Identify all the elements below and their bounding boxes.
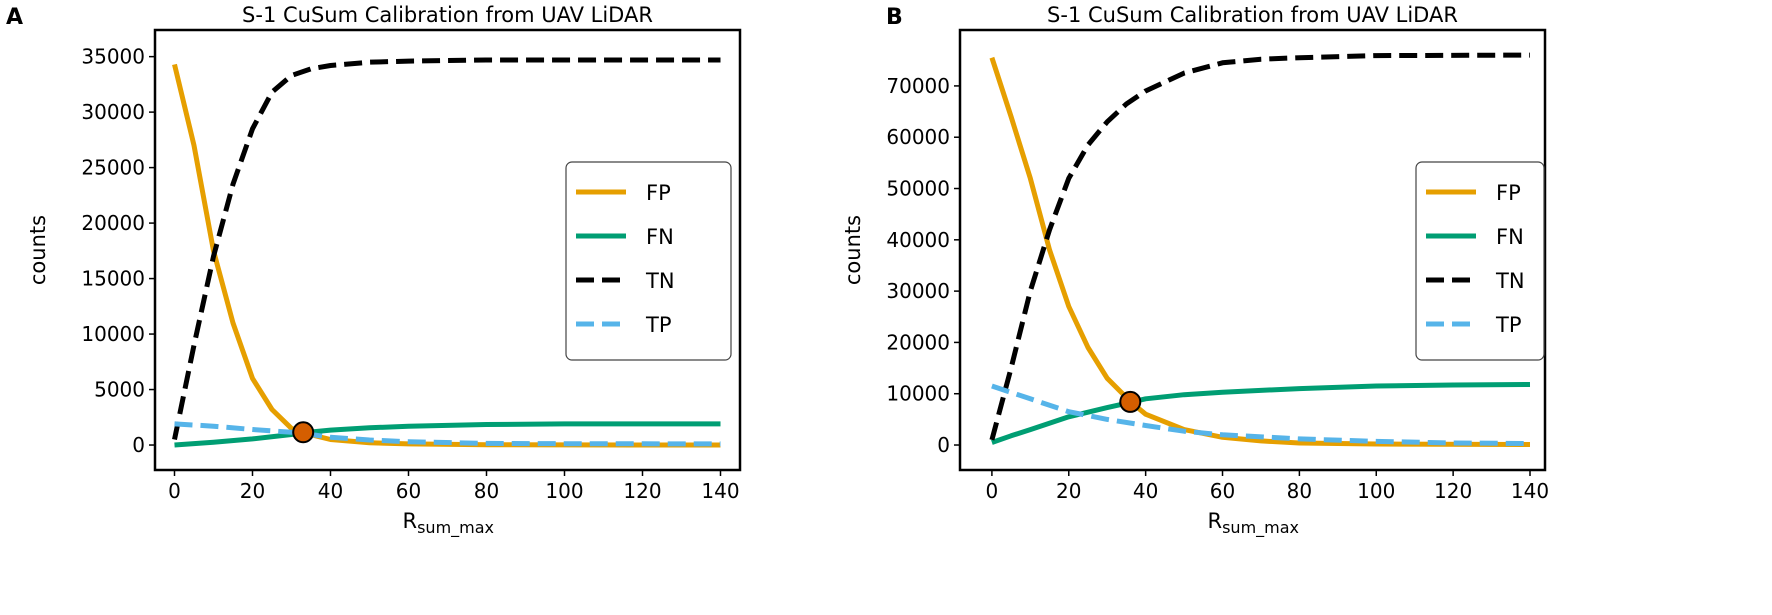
y-tick-label: 35000 — [81, 45, 145, 69]
x-tick-label: 80 — [474, 479, 499, 503]
legend-label-fp: FP — [1496, 181, 1521, 205]
x-tick-label: 120 — [623, 479, 661, 503]
axes-frame — [153, 28, 742, 472]
series-line-tp — [991, 383, 1531, 446]
x-tick-label: 20 — [1056, 479, 1081, 503]
y-tick-label: 60000 — [886, 125, 950, 149]
x-axis-label-main: R — [1208, 509, 1223, 533]
y-tick-label: 70000 — [886, 74, 950, 98]
x-tick-label: 60 — [1210, 479, 1235, 503]
x-tick-label: 0 — [986, 479, 999, 503]
optimum-marker — [292, 421, 315, 444]
x-tick-label: 100 — [545, 479, 583, 503]
panel-label: A — [6, 5, 23, 30]
y-tick-label: 25000 — [81, 156, 145, 180]
legend-label-tn: TN — [1495, 269, 1525, 293]
optimum-marker — [1119, 390, 1142, 413]
x-tick-label: 40 — [1133, 479, 1158, 503]
legend-label-tp: TP — [1495, 313, 1522, 337]
panel-label: B — [886, 5, 903, 30]
y-tick-label: 20000 — [81, 211, 145, 235]
plot-area — [172, 57, 721, 448]
y-tick-label: 0 — [132, 433, 145, 457]
y-tick-label: 10000 — [886, 382, 950, 406]
x-axis-label-sub: sum_max — [417, 518, 494, 538]
x-axis-label: Rsum_max — [403, 509, 495, 538]
x-tick-label: 80 — [1287, 479, 1312, 503]
legend-label-fn: FN — [1496, 225, 1524, 249]
x-tick-label: 20 — [240, 479, 265, 503]
legend-frame — [1415, 161, 1545, 361]
axes-frame — [958, 28, 1547, 472]
series-line-fn — [991, 382, 1531, 445]
y-tick-label: 5000 — [94, 378, 145, 402]
y-tick-label: 30000 — [81, 100, 145, 124]
y-axis-label: counts — [841, 215, 865, 285]
legend: FP FN TN TP — [565, 161, 732, 361]
series-line-tn — [989, 52, 1531, 441]
panel-b: B S-1 CuSum Calibration from UAV LiDAR 0 20… — [841, 3, 1549, 538]
x-tick-label: 120 — [1434, 479, 1472, 503]
legend-label-tp: TP — [645, 313, 672, 337]
legend-label-fp: FP — [646, 181, 671, 205]
series-line-tp — [174, 421, 721, 447]
y-tick-label: 0 — [937, 433, 950, 457]
x-tick-label: 140 — [1511, 479, 1549, 503]
chart-title: S-1 CuSum Calibration from UAV LiDAR — [1047, 3, 1458, 27]
x-axis-label-main: R — [403, 509, 418, 533]
x-tick-label: 0 — [168, 479, 181, 503]
x-tick-label: 100 — [1357, 479, 1395, 503]
legend-label-tn: TN — [645, 269, 675, 293]
plot-area — [989, 52, 1531, 447]
x-tick-label: 40 — [318, 479, 343, 503]
x-tick-label: 140 — [701, 479, 739, 503]
legend-frame — [565, 161, 732, 361]
y-tick-label: 10000 — [81, 322, 145, 346]
x-axis-label: Rsum_max — [1208, 509, 1300, 538]
y-tick-label: 30000 — [886, 279, 950, 303]
legend: FP FN TN TP — [1415, 161, 1545, 361]
y-tick-label: 50000 — [886, 177, 950, 201]
chart-title: S-1 CuSum Calibration from UAV LiDAR — [242, 3, 653, 27]
legend-label-fn: FN — [646, 225, 674, 249]
x-axis-label-sub: sum_max — [1222, 518, 1299, 538]
series-line-fn — [174, 421, 721, 448]
series-line-tn — [172, 57, 721, 441]
y-tick-label: 40000 — [886, 228, 950, 252]
y-tick-label: 15000 — [81, 267, 145, 291]
y-axis-label: counts — [26, 215, 50, 285]
x-tick-label: 60 — [396, 479, 421, 503]
panel-a: A S-1 CuSum Calibration from UAV LiDAR 0 20… — [6, 3, 742, 538]
y-tick-label: 20000 — [886, 330, 950, 354]
